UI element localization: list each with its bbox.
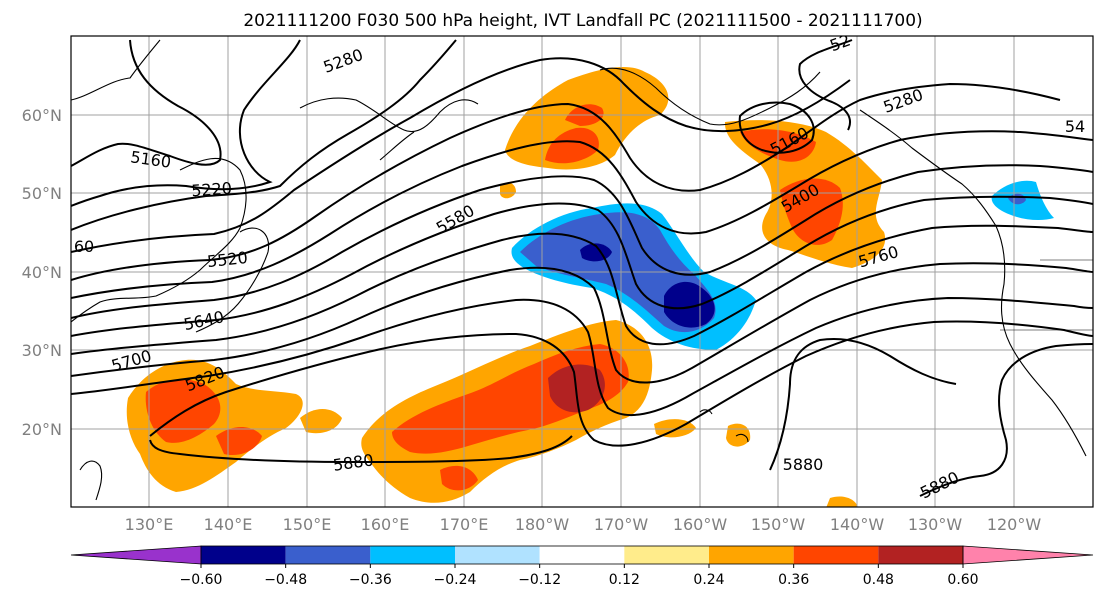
contour-5760	[71, 296, 1093, 416]
colorbar-outline	[200, 545, 964, 565]
contour-5400	[71, 82, 1061, 281]
lat-label: 50°N	[22, 184, 62, 203]
coastline-kamchatka	[379, 131, 415, 161]
coastline-hawaii	[699, 409, 713, 415]
colorbar-tick-label: 0.48	[863, 572, 894, 588]
anomaly-region	[500, 182, 516, 199]
anomaly-region	[780, 178, 843, 245]
coastline-asia-east	[71, 157, 247, 323]
lon-label: 160°W	[673, 515, 728, 534]
contour-5220	[71, 39, 301, 207]
contour-label: 5880	[783, 455, 824, 474]
lon-label: 180°W	[515, 515, 570, 534]
colorbar-tick-label: 0.60	[947, 572, 978, 588]
contour-5340	[71, 57, 851, 253]
contour-label: 52	[827, 30, 853, 55]
lon-label: 130°W	[908, 515, 963, 534]
colorbar-extend-low	[70, 545, 202, 565]
colorbar-cell	[201, 546, 286, 564]
contour-5880-west	[149, 435, 573, 464]
colorbar-cell	[709, 546, 794, 564]
coastline-siberia	[299, 97, 479, 132]
colorbar-tick-label: −0.24	[434, 572, 477, 588]
anomaly-region	[664, 281, 715, 328]
coastline-philippines	[79, 460, 103, 501]
anomaly-region	[145, 379, 221, 443]
latitude-labels: 60°N 50°N 40°N 30°N 20°N	[22, 106, 62, 439]
anomaly-region	[440, 465, 478, 491]
longitude-labels: 130°E 140°E 150°E 160°E 170°E 180°W 170°…	[125, 515, 1042, 534]
contour-5580	[71, 195, 1093, 337]
colorbar-extend-high	[962, 545, 1094, 565]
lat-label: 40°N	[22, 263, 62, 282]
lat-label: 60°N	[22, 106, 62, 125]
colorbar-tick-label: 0.36	[778, 572, 809, 588]
colorbar-labels: −0.60 −0.48 −0.36 −0.24 −0.12 0.12 0.24 0.36 0.4…	[180, 564, 979, 588]
colorbar-tick-label: 0.12	[609, 572, 640, 588]
colorbar-cell	[285, 546, 371, 564]
lon-label: 170°E	[440, 515, 489, 534]
lon-label: 140°W	[830, 515, 885, 534]
ivt-shading	[126, 66, 1054, 507]
colorbar-tick-label: −0.60	[180, 572, 223, 588]
contour-5280-west	[71, 39, 457, 231]
lat-label: 30°N	[22, 341, 62, 360]
contour-label: 60	[74, 237, 94, 256]
contour-label: 5520	[206, 248, 248, 271]
colorbar-tick-label: 0.24	[693, 572, 724, 588]
lon-label: 120°W	[987, 515, 1042, 534]
coastline-japan	[195, 227, 270, 333]
lon-label: 150°W	[751, 515, 806, 534]
colorbar-cell	[539, 546, 625, 564]
contour-5700	[71, 262, 1093, 384]
map-title: 2021111200 F030 500 hPa height, IVT Land…	[243, 11, 922, 31]
lon-label: 140°E	[204, 515, 253, 534]
colorbar-tick-label: −0.48	[264, 572, 307, 588]
coastlines	[71, 39, 1093, 501]
coastline-north-america	[859, 109, 1087, 457]
coastline-alaska	[599, 67, 821, 126]
contour-5160-alaska	[798, 39, 853, 131]
contour-5160-low	[738, 101, 815, 154]
lon-label: 170°W	[594, 515, 649, 534]
anomaly-region	[300, 409, 342, 434]
state-borders	[1000, 259, 1093, 331]
contour-5460	[71, 130, 1093, 299]
lat-label: 20°N	[22, 420, 62, 439]
anomaly-region	[545, 127, 599, 164]
height-contours	[71, 39, 1093, 497]
contour-5880-far-east	[919, 343, 1093, 497]
contour-5880-east	[769, 338, 957, 471]
colorbar-cell	[878, 546, 963, 564]
contour-5820	[149, 320, 1093, 447]
colorbar-cell	[370, 546, 455, 564]
map-border	[70, 35, 1094, 508]
colorbar-cells	[70, 545, 1094, 565]
contour-5160-west	[71, 39, 222, 167]
colorbar-cell	[793, 546, 879, 564]
lon-label: 130°E	[125, 515, 174, 534]
contour-5640	[71, 224, 1093, 355]
coastline-hawaii	[735, 433, 749, 443]
coastline-asia-north	[71, 39, 161, 101]
lon-label: 160°E	[361, 515, 410, 534]
contour-label: 5220	[191, 179, 233, 201]
colorbar: −0.60 −0.48 −0.36 −0.24 −0.12 0.12 0.24 0.36 0.4…	[70, 545, 1094, 588]
contour-5520	[71, 164, 1093, 319]
colorbar-cell	[455, 546, 540, 564]
lon-label: 150°E	[283, 515, 332, 534]
colorbar-tick-label: −0.12	[518, 572, 561, 588]
anomaly-region	[826, 496, 858, 507]
contour-label: 54	[1065, 117, 1085, 136]
colorbar-tick-label: −0.36	[349, 572, 392, 588]
colorbar-cell	[624, 546, 709, 564]
